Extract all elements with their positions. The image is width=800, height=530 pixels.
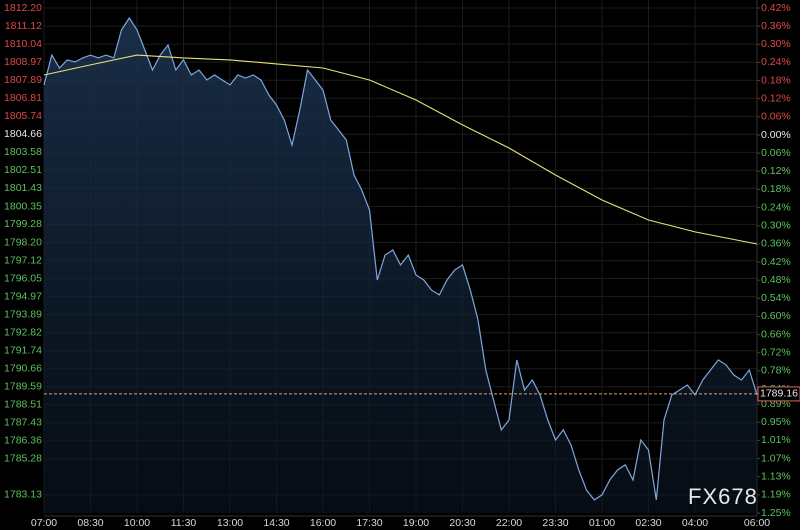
y2-tick-label: 0.06% — [761, 111, 791, 123]
x-tick-label: 10:00 — [124, 517, 150, 529]
x-tick-label: 01:00 — [589, 517, 615, 529]
y-tick-label: 1796.05 — [4, 272, 42, 284]
average-line — [43, 54, 758, 245]
x-tick-label: 23:30 — [542, 517, 568, 529]
y2-tick-label: 0.42% — [761, 256, 791, 268]
y-tick-label: 1783.13 — [4, 489, 42, 501]
last-price-label: 1789.16 — [760, 388, 798, 400]
y2-tick-label: 1.25% — [761, 507, 791, 519]
y-tick-label: 1801.43 — [4, 182, 42, 194]
y-tick-label: 1806.81 — [4, 92, 42, 104]
y2-tick-label: 0.78% — [761, 365, 791, 377]
y2-tick-label: 0.42% — [761, 2, 791, 14]
y2-tick-label: 1.07% — [761, 452, 791, 464]
y2-tick-label: 0.72% — [761, 347, 791, 359]
y2-tick-label: 0.48% — [761, 274, 791, 286]
x-tick-label: 14:30 — [263, 517, 289, 529]
y2-tick-label: 0.36% — [761, 238, 791, 250]
y2-tick-label: 0.24% — [761, 56, 791, 68]
y-tick-label: 1807.89 — [4, 74, 42, 86]
y2-tick-label: 0.18% — [761, 74, 791, 86]
y-tick-label: 1802.51 — [4, 164, 42, 176]
y-tick-label: 1787.43 — [4, 417, 42, 429]
last-price-box — [757, 386, 800, 402]
y2-tick-label: 0.06% — [761, 147, 791, 159]
y2-tick-label: 0.12% — [761, 165, 791, 177]
y2-tick-label: 0.54% — [761, 292, 791, 304]
x-tick-label: 06:00 — [744, 517, 770, 529]
y2-tick-label: 0.24% — [761, 201, 791, 213]
y2-tick-label: 0.66% — [761, 328, 791, 340]
x-tick-label: 22:00 — [496, 517, 522, 529]
x-tick-label: 13:00 — [217, 517, 243, 529]
y-tick-label: 1804.66 — [4, 128, 42, 140]
y2-tick-label: 0.00% — [761, 129, 791, 141]
x-tick-label: 20:30 — [449, 517, 475, 529]
y2-tick-label: 0.18% — [761, 183, 791, 195]
x-tick-label: 07:00 — [31, 517, 57, 529]
y-tick-label: 1808.97 — [4, 56, 42, 68]
y-tick-label: 1803.58 — [4, 146, 42, 158]
y-tick-label: 1800.35 — [4, 200, 42, 212]
y2-tick-label: 1.13% — [761, 470, 791, 482]
y-tick-label: 1811.12 — [5, 20, 42, 32]
y2-tick-label: 0.95% — [761, 416, 791, 428]
y-tick-label: 1786.36 — [4, 435, 42, 447]
x-tick-label: 11:30 — [171, 517, 197, 529]
x-tick-label: 19:00 — [403, 517, 429, 529]
y-tick-label: 1788.51 — [4, 399, 42, 411]
watermark: FX678 — [688, 484, 758, 509]
y-tick-label: 1798.20 — [4, 236, 42, 248]
x-tick-label: 04:00 — [682, 517, 708, 529]
y-tick-label: 1792.82 — [4, 326, 42, 338]
y-tick-label: 1794.97 — [4, 290, 42, 302]
price-line — [43, 16, 758, 501]
y2-tick-label: 1.19% — [761, 489, 791, 501]
y-tick-label: 1789.59 — [4, 380, 42, 392]
y2-tick-label: 0.30% — [761, 220, 791, 232]
y2-tick-label: 0.30% — [761, 38, 791, 50]
y-tick-label: 1812.20 — [4, 2, 42, 14]
y-tick-label: 1785.28 — [4, 453, 42, 465]
y-tick-label: 1790.66 — [4, 363, 42, 375]
x-tick-label: 17:30 — [356, 517, 382, 529]
y-tick-label: 1799.28 — [4, 218, 42, 230]
y2-tick-label: 0.60% — [761, 310, 791, 322]
x-tick-label: 16:00 — [310, 517, 336, 529]
y-tick-label: 1791.74 — [4, 344, 42, 356]
y2-tick-label: 0.36% — [761, 20, 791, 32]
y2-tick-label: 0.12% — [761, 92, 791, 104]
y-tick-label: 1810.04 — [4, 38, 42, 50]
y-tick-label: 1805.74 — [4, 110, 42, 122]
y-tick-label: 1793.89 — [4, 308, 42, 320]
y-tick-label: 1797.12 — [4, 254, 42, 266]
x-tick-label: 08:30 — [77, 517, 103, 529]
y2-tick-label: 1.01% — [761, 434, 791, 446]
x-tick-label: 02:30 — [635, 517, 661, 529]
